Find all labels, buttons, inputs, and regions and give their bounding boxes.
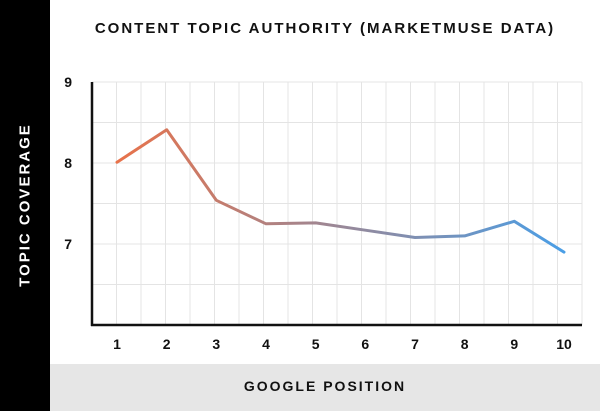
x-tick-label: 7 <box>411 336 419 352</box>
chart-title: CONTENT TOPIC AUTHORITY (MARKETMUSE DATA… <box>94 20 556 37</box>
x-tick-label: 9 <box>510 336 518 352</box>
x-tick-label: 8 <box>461 336 469 352</box>
y-tick-label: 7 <box>64 236 72 252</box>
x-tick-label: 3 <box>212 336 220 352</box>
grid <box>92 81 583 325</box>
series-layer <box>115 128 566 254</box>
x-tick-label: 1 <box>113 336 121 352</box>
x-tick-label: 6 <box>361 336 369 352</box>
series-line <box>115 128 566 254</box>
x-tick-label: 4 <box>262 336 270 352</box>
x-tick-label: 2 <box>163 336 171 352</box>
y-tick-label: 8 <box>64 155 72 171</box>
x-tick-label: 5 <box>312 336 320 352</box>
x-axis-label-band: GOOGLE POSITION <box>50 364 600 411</box>
y-tick-label: 9 <box>64 74 72 90</box>
tick-labels: 7 8 9 1 2 3 4 5 6 7 8 9 10 <box>64 74 572 352</box>
axes <box>90 82 582 327</box>
x-tick-label: 10 <box>556 336 572 352</box>
x-axis-label: GOOGLE POSITION <box>243 378 407 394</box>
y-axis-label-band: TOPIC COVERAGE <box>0 0 50 411</box>
